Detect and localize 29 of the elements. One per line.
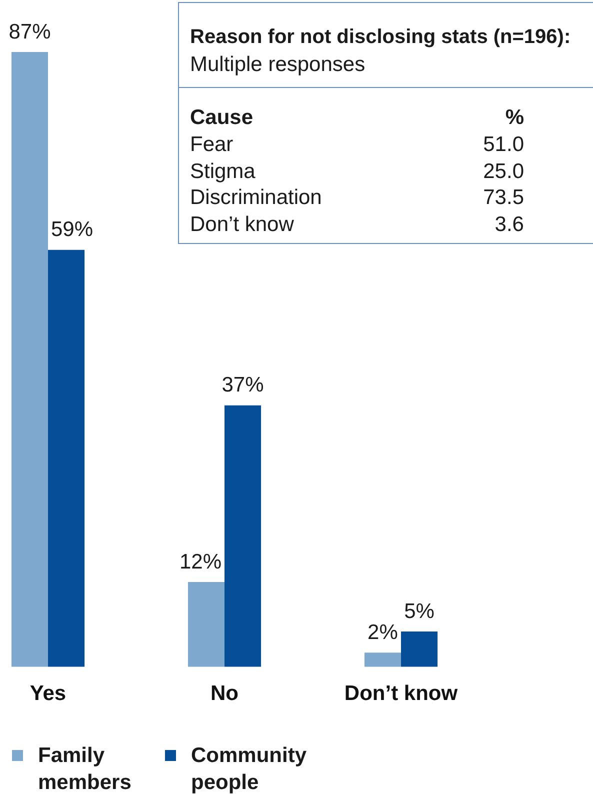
data-label: 87% <box>8 20 51 44</box>
legend-label: Community people <box>191 743 306 794</box>
data-label: 12% <box>179 550 222 574</box>
x-tick-label: No <box>210 682 238 706</box>
text: Multiple responses <box>190 53 366 76</box>
category-label: Discrimination <box>190 185 323 212</box>
bar <box>401 631 438 667</box>
bar <box>224 405 262 667</box>
data-label: 73.5 <box>482 185 524 212</box>
data-label: 2% <box>368 620 398 644</box>
data-label: 51.0 <box>482 132 524 158</box>
bar <box>48 250 85 667</box>
legend-label: Family members <box>38 743 132 794</box>
category-label: Stigma <box>190 158 256 185</box>
bar <box>11 52 48 667</box>
data-label: 5% <box>404 600 434 623</box>
x-tick-label: Don’t know <box>344 682 458 706</box>
data-label: 25.0 <box>482 158 524 185</box>
category-label: Fear <box>190 132 234 158</box>
text: Cause <box>190 105 254 131</box>
data-label: 3.6 <box>494 212 524 238</box>
category-label: Don’t know <box>190 212 295 238</box>
x-tick-label: Yes <box>30 682 66 706</box>
data-label: 37% <box>222 374 264 397</box>
bar <box>364 652 401 667</box>
bar <box>188 582 224 667</box>
data-label: 59% <box>51 218 94 242</box>
text: % <box>504 105 524 131</box>
text: Reason for not disclosing stats (n=196): <box>190 26 571 48</box>
